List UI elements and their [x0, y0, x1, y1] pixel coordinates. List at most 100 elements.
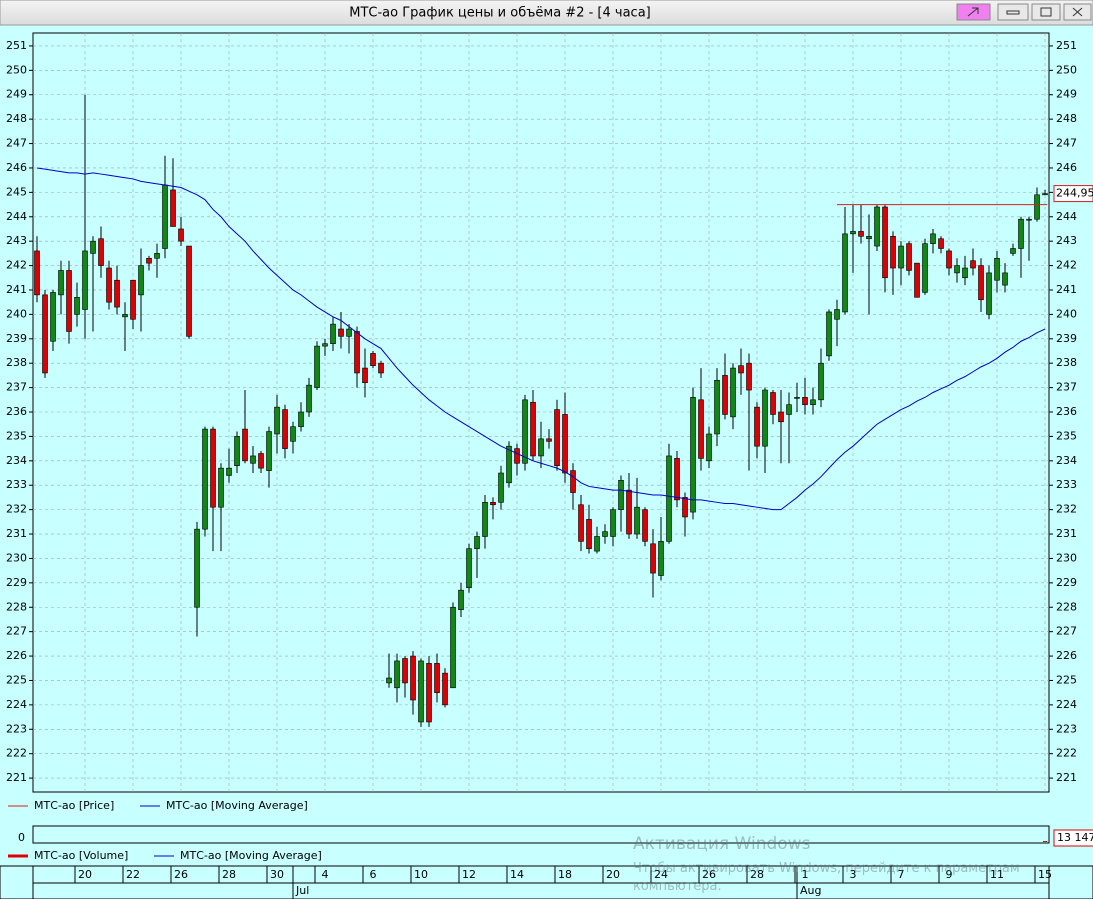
candle-body: [226, 467, 232, 476]
candle-body: [762, 389, 768, 447]
candle-body: [618, 480, 624, 510]
candle-body: [82, 250, 88, 310]
y-tick-label: 230: [1056, 551, 1077, 564]
y-tick-label: 226: [6, 649, 27, 662]
candle-body: [250, 455, 256, 464]
y-tick-label: 246: [6, 161, 27, 174]
candle-body: [642, 509, 648, 542]
pin-icon: [967, 7, 979, 17]
candle-body: [482, 502, 488, 537]
maximize-icon: [1040, 7, 1052, 17]
candle-body: [426, 663, 432, 723]
candle-body: [978, 265, 984, 301]
month-label: Jul: [295, 884, 309, 897]
candle-body: [466, 548, 472, 589]
candle-body: [386, 677, 392, 684]
candle-body: [994, 257, 1000, 281]
x-tick-label: 18: [558, 868, 572, 881]
y-tick-label: 227: [1056, 625, 1077, 638]
y-tick-label: 225: [1056, 673, 1077, 686]
candle-body: [314, 345, 320, 388]
candle-body: [522, 399, 528, 464]
x-tick-label: 28: [222, 868, 236, 881]
candle-body: [802, 397, 808, 405]
candle-body: [370, 353, 376, 366]
candle-body: [690, 397, 696, 513]
candle-body: [650, 543, 656, 574]
y-tick-label: 241: [1056, 283, 1077, 296]
candle-body: [594, 536, 600, 552]
candle-body: [98, 238, 104, 266]
y-tick-label: 224: [1056, 698, 1077, 711]
y-tick-label: 224: [6, 698, 27, 711]
candle-body: [546, 438, 552, 442]
candle-body: [258, 453, 264, 469]
candle-body: [274, 406, 280, 435]
candle-body: [834, 309, 840, 320]
candle-body: [786, 404, 792, 415]
y-tick-label: 242: [1056, 259, 1077, 272]
last-value-box: [1053, 829, 1093, 847]
candle-body: [162, 184, 168, 249]
candle-body: [74, 297, 80, 315]
candle-body: [570, 470, 576, 493]
candle-body: [498, 472, 504, 503]
candle-body: [34, 250, 40, 296]
candle-body: [122, 314, 128, 318]
y-tick-label: 243: [1056, 234, 1077, 247]
candle-body: [418, 660, 424, 723]
candle-body: [554, 409, 560, 467]
y-tick-label: 235: [6, 429, 27, 442]
y-tick-label: 232: [6, 503, 27, 516]
moving-average: [36, 167, 1046, 511]
candle-body: [242, 428, 248, 462]
minimize-icon: [1006, 10, 1020, 15]
x-tick-label: 20: [78, 868, 92, 881]
y-tick-label: 231: [1056, 527, 1077, 540]
candle-body: [1018, 218, 1024, 249]
candle-body: [698, 399, 704, 459]
y-tick-label: 238: [1056, 356, 1077, 369]
candle-body: [826, 311, 832, 357]
y-tick-label: 222: [6, 747, 27, 760]
candle-body: [586, 519, 592, 549]
y-tick-label: 247: [6, 137, 27, 150]
candle-body: [730, 367, 736, 418]
y-tick-label: 251: [6, 39, 27, 52]
candle-body: [866, 235, 872, 240]
x-tick-label: 1: [802, 868, 809, 881]
last-value-label: 13 147: [1057, 831, 1093, 844]
volume-panel: [32, 825, 1050, 844]
x-tick-label: 11: [990, 868, 1004, 881]
candle-body: [962, 267, 968, 279]
candle-body: [738, 365, 744, 374]
y-tick-label: 236: [1056, 405, 1077, 418]
maximize-button[interactable]: [1031, 3, 1061, 21]
x-tick-label: 22: [126, 868, 140, 881]
x-tick-label: 9: [946, 868, 953, 881]
y-tick-label: 235: [1056, 429, 1077, 442]
y-tick-label: 222: [1056, 747, 1077, 760]
candle-body: [42, 294, 48, 374]
candle-body: [1010, 248, 1016, 254]
y-tick-label: 227: [6, 625, 27, 638]
candle-body: [666, 455, 672, 542]
y-tick-label: 226: [1056, 649, 1077, 662]
candle-body: [490, 502, 496, 506]
candle-body: [770, 392, 776, 415]
candle-body: [986, 272, 992, 315]
candle-body: [754, 406, 760, 447]
x-tick-label: 24: [654, 868, 668, 881]
y-tick-label: 229: [6, 576, 27, 589]
candle-body: [298, 411, 304, 427]
candle-body: [682, 497, 688, 518]
title-bar: [0, 0, 1093, 26]
minimize-button[interactable]: [997, 3, 1029, 21]
candle-body: [898, 245, 904, 269]
candle-body: [50, 292, 56, 342]
y-tick-label: 232: [1056, 503, 1077, 516]
x-tick-label: 14: [510, 868, 524, 881]
y-tick-label: 231: [6, 527, 27, 540]
candle-body: [210, 428, 216, 508]
